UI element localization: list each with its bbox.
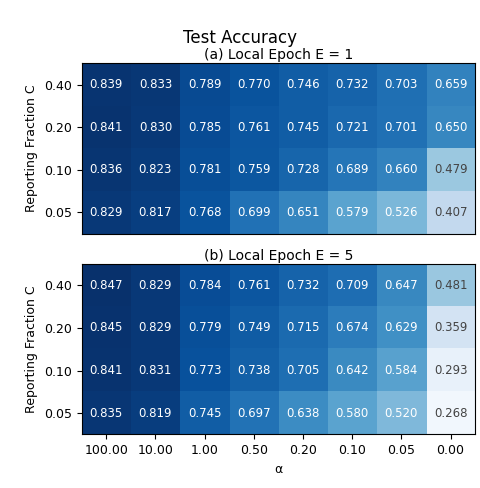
Text: 0.697: 0.697 xyxy=(237,407,271,420)
Text: 0.773: 0.773 xyxy=(188,364,221,377)
Title: (a) Local Epoch E = 1: (a) Local Epoch E = 1 xyxy=(204,48,353,62)
Text: 0.831: 0.831 xyxy=(139,364,172,377)
Text: 0.841: 0.841 xyxy=(89,121,123,134)
Title: (b) Local Epoch E = 5: (b) Local Epoch E = 5 xyxy=(204,249,353,263)
Text: 0.847: 0.847 xyxy=(89,279,123,292)
Text: 0.638: 0.638 xyxy=(286,407,320,420)
Text: 0.526: 0.526 xyxy=(384,206,418,219)
Text: 0.836: 0.836 xyxy=(89,163,123,176)
Text: 0.642: 0.642 xyxy=(336,364,369,377)
Text: 0.784: 0.784 xyxy=(188,279,221,292)
Text: 0.721: 0.721 xyxy=(336,121,369,134)
Text: 0.651: 0.651 xyxy=(286,206,320,219)
Text: 0.715: 0.715 xyxy=(286,322,320,334)
Text: 0.481: 0.481 xyxy=(434,279,468,292)
Text: 0.660: 0.660 xyxy=(384,163,418,176)
Text: 0.268: 0.268 xyxy=(434,407,468,420)
Text: 0.650: 0.650 xyxy=(434,121,468,134)
Text: 0.768: 0.768 xyxy=(188,206,221,219)
Text: 0.830: 0.830 xyxy=(139,121,172,134)
Text: 0.647: 0.647 xyxy=(384,279,418,292)
Text: 0.779: 0.779 xyxy=(188,322,221,334)
Text: 0.819: 0.819 xyxy=(139,407,172,420)
Text: 0.709: 0.709 xyxy=(336,279,369,292)
Text: 0.407: 0.407 xyxy=(434,206,468,219)
Text: 0.829: 0.829 xyxy=(89,206,123,219)
Text: 0.732: 0.732 xyxy=(336,78,369,91)
Text: 0.817: 0.817 xyxy=(139,206,172,219)
Text: 0.689: 0.689 xyxy=(336,163,369,176)
Text: 0.703: 0.703 xyxy=(384,78,418,91)
Text: 0.579: 0.579 xyxy=(336,206,369,219)
Text: 0.845: 0.845 xyxy=(89,322,123,334)
Text: 0.823: 0.823 xyxy=(139,163,172,176)
X-axis label: α: α xyxy=(274,463,283,476)
Text: 0.359: 0.359 xyxy=(434,322,468,334)
Text: 0.629: 0.629 xyxy=(384,322,418,334)
Text: 0.699: 0.699 xyxy=(237,206,271,219)
Text: 0.781: 0.781 xyxy=(188,163,221,176)
Text: 0.833: 0.833 xyxy=(139,78,172,91)
Text: 0.746: 0.746 xyxy=(286,78,320,91)
Text: 0.749: 0.749 xyxy=(237,322,271,334)
Text: 0.520: 0.520 xyxy=(384,407,418,420)
Text: 0.829: 0.829 xyxy=(139,322,172,334)
Text: 0.835: 0.835 xyxy=(90,407,123,420)
Text: 0.659: 0.659 xyxy=(434,78,468,91)
Text: 0.841: 0.841 xyxy=(89,364,123,377)
Text: 0.293: 0.293 xyxy=(434,364,468,377)
Text: 0.728: 0.728 xyxy=(286,163,320,176)
Text: 0.479: 0.479 xyxy=(434,163,468,176)
Text: 0.789: 0.789 xyxy=(188,78,221,91)
Text: 0.761: 0.761 xyxy=(237,279,271,292)
Text: 0.580: 0.580 xyxy=(336,407,369,420)
Text: 0.785: 0.785 xyxy=(188,121,221,134)
Text: 0.584: 0.584 xyxy=(384,364,418,377)
Text: 0.732: 0.732 xyxy=(286,279,320,292)
Text: 0.759: 0.759 xyxy=(237,163,271,176)
Text: 0.770: 0.770 xyxy=(237,78,271,91)
Text: 0.829: 0.829 xyxy=(139,279,172,292)
Text: 0.761: 0.761 xyxy=(237,121,271,134)
Y-axis label: Reporting Fraction C: Reporting Fraction C xyxy=(25,85,38,212)
Y-axis label: Reporting Fraction C: Reporting Fraction C xyxy=(25,285,38,413)
Text: 0.745: 0.745 xyxy=(286,121,320,134)
Text: Test Accuracy: Test Accuracy xyxy=(183,29,297,47)
Text: 0.674: 0.674 xyxy=(336,322,369,334)
Text: 0.738: 0.738 xyxy=(237,364,271,377)
Text: 0.705: 0.705 xyxy=(286,364,320,377)
Text: 0.839: 0.839 xyxy=(89,78,123,91)
Text: 0.701: 0.701 xyxy=(384,121,418,134)
Text: 0.745: 0.745 xyxy=(188,407,221,420)
